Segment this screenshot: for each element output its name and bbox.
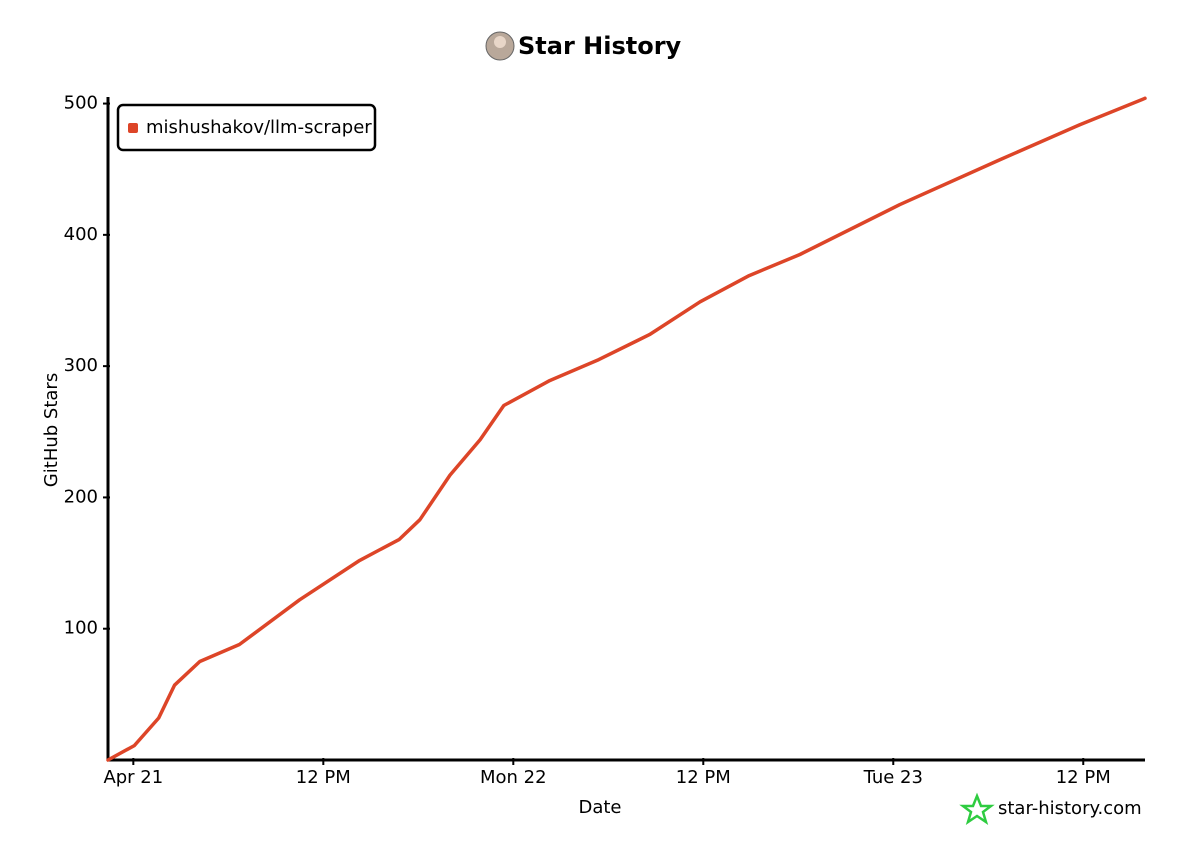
- y-tick-label: 300: [64, 355, 98, 376]
- x-axis-label: Date: [578, 797, 621, 818]
- legend-swatch: [128, 123, 138, 133]
- y-tick-label: 500: [64, 93, 98, 114]
- avatar-face: [494, 36, 506, 48]
- line-series: [106, 96, 1147, 762]
- y-tick-label: 100: [64, 618, 98, 639]
- x-tick-label: 12 PM: [676, 767, 731, 788]
- watermark-text: star-history.com: [998, 798, 1142, 819]
- x-tick-label: Apr 21: [103, 767, 163, 788]
- y-axis-label: GitHub Stars: [41, 373, 62, 487]
- x-tick-label: Mon 22: [480, 767, 547, 788]
- watermark-icon: [959, 792, 995, 825]
- legend-box: [116, 103, 377, 152]
- x-tick-label: 12 PM: [1056, 767, 1111, 788]
- legend-label: mishushakov/llm-scraper: [146, 117, 372, 138]
- x-tick-label: Tue 23: [863, 767, 923, 788]
- y-tick-label: 200: [64, 486, 98, 507]
- x-tick-label: 12 PM: [296, 767, 351, 788]
- chart-title: Star History: [518, 32, 682, 60]
- y-tick-label: 400: [64, 224, 98, 245]
- watermark: star-history.com: [959, 792, 1142, 825]
